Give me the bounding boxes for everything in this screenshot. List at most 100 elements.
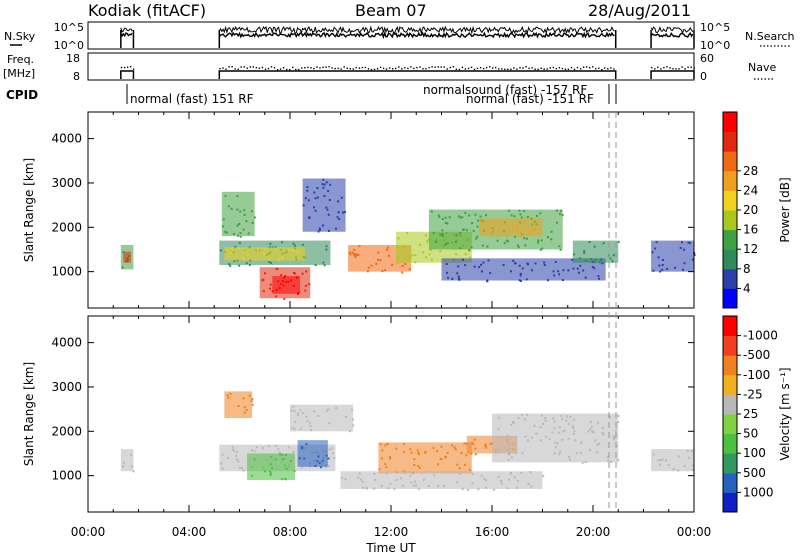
power-speckle: [224, 230, 227, 233]
velocity-speckle: [561, 417, 564, 420]
nave-dot: [355, 66, 357, 69]
velocity-blob: [297, 440, 328, 467]
power-speckle: [338, 218, 341, 221]
power-speckle: [228, 263, 231, 266]
velocity-speckle: [553, 427, 556, 430]
power-speckle: [537, 241, 539, 244]
power-speckle: [593, 245, 596, 248]
velocity-blob: [290, 404, 354, 432]
velocity-speckle: [248, 394, 251, 397]
power-speckle: [461, 216, 464, 219]
velocity-speckle: [485, 479, 488, 482]
velocity-speckle: [327, 464, 330, 467]
power-speckle: [485, 214, 487, 217]
power-speckle: [571, 258, 574, 261]
power-speckle: [226, 249, 229, 252]
nave-dot: [407, 67, 409, 70]
velocity-speckle: [227, 457, 230, 459]
nave-dot: [485, 67, 488, 69]
velocity-speckle: [506, 442, 509, 445]
velocity-speckle: [495, 449, 498, 452]
velocity-speckle: [340, 476, 343, 479]
freq-label-line2: [MHz]: [3, 67, 35, 80]
nave-dot: [328, 66, 330, 68]
power-speckle: [516, 244, 519, 247]
velocity-speckle: [422, 478, 425, 481]
velocity-speckle: [374, 478, 377, 481]
nave-dot: [589, 67, 591, 69]
power-speckle: [269, 287, 271, 290]
power-speckle: [236, 195, 239, 198]
nsky-trace: [218, 25, 615, 35]
power-speckle: [396, 262, 399, 265]
velocity-speckle: [303, 457, 306, 460]
nave-dot: [687, 66, 689, 68]
power-speckle: [516, 224, 518, 227]
power-speckle: [517, 246, 520, 249]
power-speckle: [537, 239, 540, 242]
velocity-speckle: [527, 439, 529, 442]
nave-dot: [651, 66, 653, 69]
velocity-speckle: [556, 442, 559, 445]
velocity-speckle: [573, 430, 576, 433]
velocity-speckle: [362, 486, 365, 489]
nave-dot: [672, 68, 674, 70]
velocity-speckle: [507, 451, 510, 454]
nave-dot: [543, 68, 545, 70]
velocity-speckle: [381, 449, 384, 452]
velocity-colorbar-segment: [723, 316, 737, 337]
velocity-speckle: [294, 420, 297, 423]
power-speckle: [459, 232, 462, 235]
power-speckle: [401, 265, 404, 267]
velocity-speckle: [572, 427, 575, 429]
nave-dot: [516, 68, 518, 70]
velocity-speckle: [324, 465, 327, 468]
nave-dot: [319, 67, 321, 69]
power-speckle: [387, 254, 390, 257]
velocity-speckle: [299, 427, 302, 430]
velocity-speckle: [384, 444, 387, 447]
velocity-speckle: [306, 420, 309, 422]
velocity-speckle: [264, 470, 266, 473]
velocity-colorbar-segment: [723, 335, 737, 356]
velocity-speckle: [460, 451, 463, 454]
velocity-speckle: [540, 414, 543, 417]
nave-dot: [243, 66, 245, 68]
nave-dot: [531, 67, 533, 69]
power-speckle: [314, 197, 317, 200]
nave-dot: [576, 66, 579, 69]
power-speckle: [654, 247, 657, 250]
nsearch-trace: [120, 32, 133, 38]
x-tick-label: 08:00: [273, 525, 308, 539]
velocity-speckle: [512, 443, 515, 445]
power-speckle: [238, 241, 241, 244]
power-colorbar-label: 16: [743, 223, 758, 237]
power-speckle: [472, 229, 475, 232]
nave-dot: [558, 67, 561, 69]
power-speckle: [304, 197, 307, 200]
velocity-speckle: [284, 477, 287, 480]
velocity-speckle: [409, 474, 412, 477]
nave-dot: [657, 66, 659, 68]
power-speckle: [444, 216, 447, 219]
velocity-speckle: [237, 405, 240, 407]
power-speckle: [590, 258, 593, 260]
velocity-speckle: [269, 474, 272, 477]
velocity-speckle: [589, 428, 592, 431]
nave-tick-top: 60: [700, 52, 714, 65]
nave-dot: [392, 68, 394, 70]
velocity-speckle: [220, 462, 223, 465]
power-speckle: [284, 275, 287, 277]
nave-dot: [249, 66, 251, 68]
velocity-speckle: [413, 458, 416, 461]
power-speckle: [353, 248, 356, 251]
velocity-ytick-label: 3000: [51, 380, 82, 394]
power-speckle: [306, 189, 309, 192]
power-speckle: [505, 239, 508, 242]
power-speckle: [598, 277, 601, 280]
power-speckle: [323, 195, 326, 197]
nave-dot: [540, 67, 542, 69]
velocity-colorbar-label: 500: [743, 466, 766, 480]
power-speckle: [222, 225, 225, 228]
nave-dot: [343, 66, 345, 68]
